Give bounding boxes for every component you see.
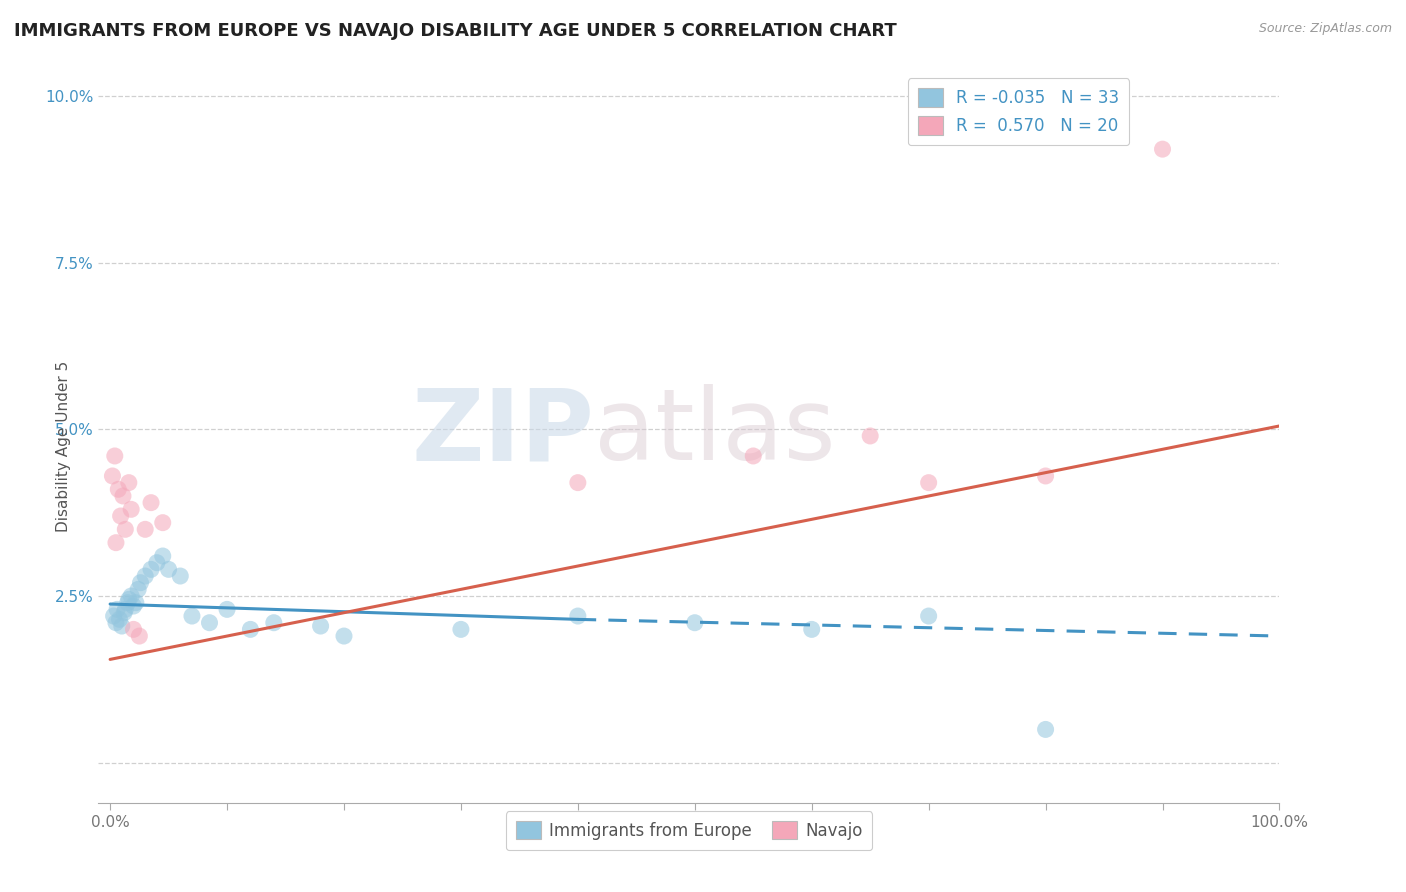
Point <box>105 602 128 616</box>
Point <box>859 429 882 443</box>
Text: ZIP: ZIP <box>412 384 595 481</box>
Point <box>101 469 124 483</box>
Text: Source: ZipAtlas.com: Source: ZipAtlas.com <box>1258 22 1392 36</box>
Point <box>104 615 127 630</box>
Point <box>127 582 149 597</box>
Point <box>181 609 204 624</box>
Legend: Immigrants from Europe, Navajo: Immigrants from Europe, Navajo <box>506 812 872 850</box>
Point <box>104 535 127 549</box>
Point <box>108 612 131 626</box>
Point <box>125 596 148 610</box>
Point <box>152 549 174 563</box>
Point <box>104 449 127 463</box>
Point <box>917 475 939 490</box>
Point <box>157 562 180 576</box>
Point <box>128 629 150 643</box>
Point <box>120 502 142 516</box>
Point <box>683 615 706 630</box>
Point <box>215 602 238 616</box>
Point <box>110 508 132 523</box>
Point <box>333 629 356 643</box>
Point <box>1035 469 1057 483</box>
Point <box>118 592 141 607</box>
Point <box>450 623 472 637</box>
Point <box>567 609 589 624</box>
Point <box>239 623 262 637</box>
Point <box>134 569 156 583</box>
Point <box>1152 142 1174 156</box>
Point <box>139 562 162 576</box>
Point <box>122 623 145 637</box>
Point <box>800 623 823 637</box>
Point <box>134 522 156 536</box>
Point <box>111 489 134 503</box>
Point <box>139 496 162 510</box>
Point <box>567 475 589 490</box>
Point <box>742 449 765 463</box>
Point <box>152 516 174 530</box>
Text: IMMIGRANTS FROM EUROPE VS NAVAJO DISABILITY AGE UNDER 5 CORRELATION CHART: IMMIGRANTS FROM EUROPE VS NAVAJO DISABIL… <box>14 22 897 40</box>
Point <box>1035 723 1057 737</box>
Point <box>117 596 139 610</box>
Point <box>309 619 332 633</box>
Point <box>129 575 152 590</box>
Point <box>263 615 285 630</box>
Text: Disability Age Under 5: Disability Age Under 5 <box>56 360 70 532</box>
Point <box>122 599 145 613</box>
Point <box>114 522 136 536</box>
Point <box>917 609 939 624</box>
Point <box>169 569 191 583</box>
Text: atlas: atlas <box>595 384 837 481</box>
Point <box>103 609 125 624</box>
Point <box>114 602 136 616</box>
Point <box>120 589 142 603</box>
Point <box>107 483 129 497</box>
Point <box>112 606 135 620</box>
Point <box>118 475 141 490</box>
Point <box>111 619 134 633</box>
Point <box>198 615 221 630</box>
Point <box>146 556 169 570</box>
